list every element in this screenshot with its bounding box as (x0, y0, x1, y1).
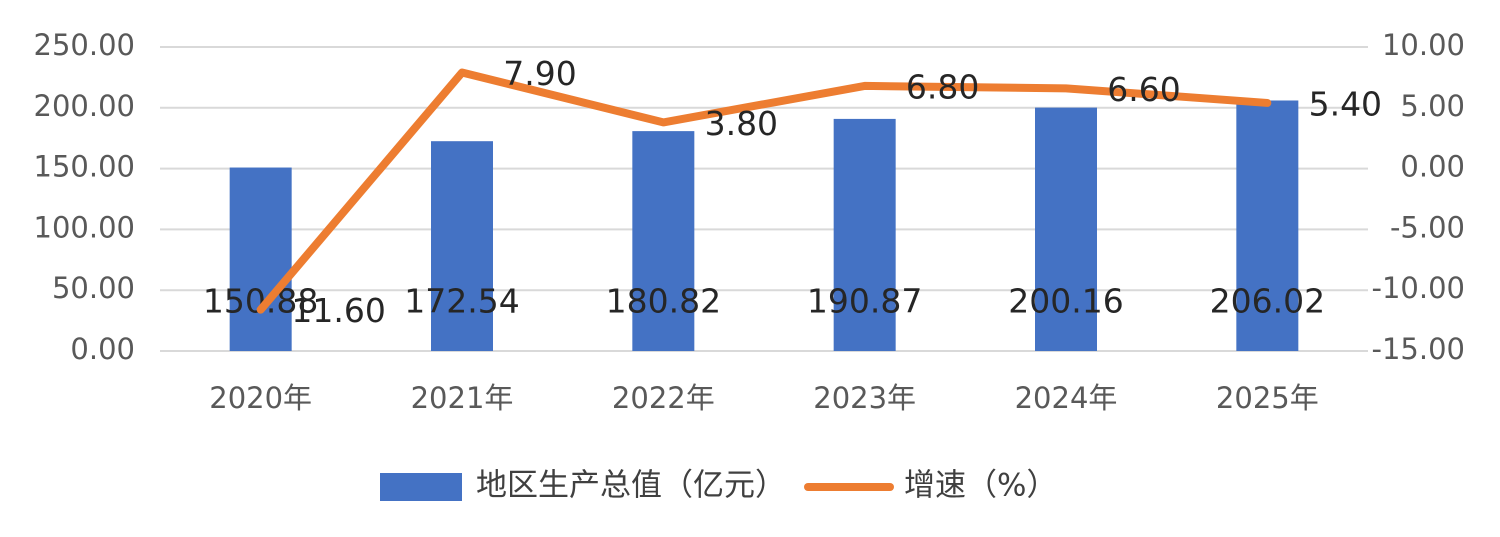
y-tick-label: 100.00 (34, 210, 135, 244)
x-tick-label: 2025年 (1216, 381, 1319, 415)
y2-tick-label: 0.00 (1400, 150, 1465, 184)
y-tick-label: 0.00 (70, 332, 135, 366)
y2-tick-label: 5.00 (1400, 89, 1465, 123)
legend-label: 地区生产总值（亿元） (476, 468, 786, 504)
bar (1035, 107, 1097, 351)
line-value-label: 7.90 (503, 54, 576, 93)
y-tick-label: 50.00 (52, 271, 135, 305)
bar (1236, 100, 1299, 352)
bar-value-label: 172.54 (404, 282, 519, 321)
bar-value-label: 206.02 (1210, 282, 1325, 321)
y-tick-label: 250.00 (34, 28, 135, 62)
y-tick-label: 150.00 (34, 150, 135, 184)
line (256, 68, 1272, 314)
line-value-label: 11.60 (291, 291, 385, 330)
x-tick-label: 2021年 (411, 381, 514, 415)
line-value-label: 6.60 (1107, 70, 1180, 109)
bar (632, 131, 695, 351)
bar (833, 118, 896, 352)
bar-value-label: 150.88 (203, 282, 318, 321)
y2-tick-label: -15.00 (1372, 332, 1466, 366)
legend-label: 增速（%） (904, 468, 1057, 504)
x-tick-label: 2020年 (209, 381, 312, 415)
line-value-label: 6.80 (906, 67, 979, 106)
bar (229, 167, 292, 351)
y2-tick-label: -10.00 (1372, 271, 1466, 305)
y-tick-label: 200.00 (34, 89, 135, 123)
bar-value-label: 190.87 (807, 282, 922, 321)
y2-tick-label: -5.00 (1390, 210, 1465, 244)
bar (431, 141, 493, 351)
bar-value-label: 180.82 (606, 282, 721, 321)
legend-swatch (380, 473, 462, 501)
x-tick-label: 2022年 (612, 381, 715, 415)
bar-value-label: 200.16 (1008, 282, 1123, 321)
line-value-label: 3.80 (705, 104, 778, 143)
line-value-label: 5.40 (1309, 84, 1382, 123)
x-tick-label: 2024年 (1015, 381, 1118, 415)
y2-tick-label: 10.00 (1382, 28, 1465, 62)
x-tick-label: 2023年 (813, 381, 916, 415)
